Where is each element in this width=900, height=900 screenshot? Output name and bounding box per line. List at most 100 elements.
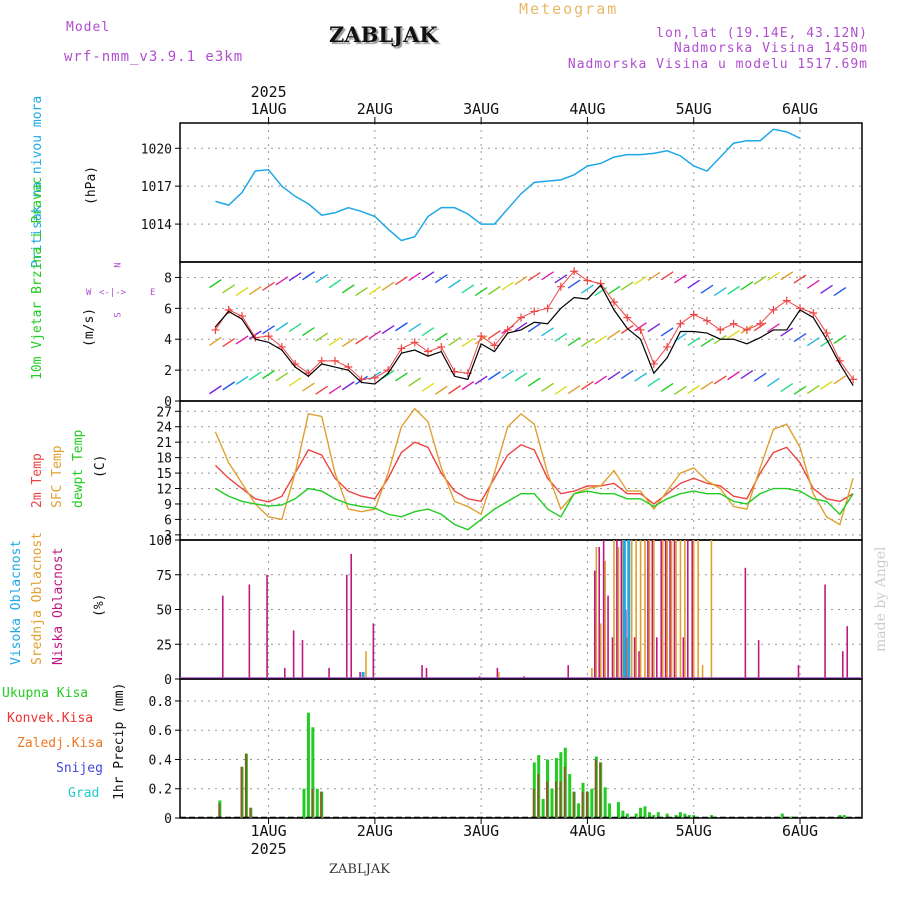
wind-barb-band-low-33: [647, 377, 661, 387]
footer-station: ZABLJAK: [329, 862, 390, 877]
precip-conv-bar-16: [563, 766, 566, 818]
wind-gust-marker-15: [410, 338, 419, 347]
ytick-label-2-3: 12: [156, 483, 172, 498]
wind-gust-marker-45: [809, 308, 818, 317]
precip-total-bar-45: [780, 813, 784, 818]
pressure-line: [215, 128, 801, 242]
wind-barb-band-top-42: [767, 271, 780, 281]
wind-barb-band-mid-11: [355, 335, 368, 345]
wind-barb-band-mid-1: [222, 337, 236, 348]
ytick-label-4-4: 0.8: [149, 695, 172, 710]
wind-speed-line: [214, 284, 854, 386]
temp-line-dewpt-temp: [215, 487, 854, 531]
model-name: wrf-nmm_v3.9.1 e3km: [64, 49, 244, 65]
wind-gust-marker-32: [636, 325, 645, 334]
precip-total-bar-42: [687, 815, 691, 818]
wind-barb-band-top-31: [620, 281, 634, 291]
ytick-label-3-4: 100: [149, 534, 172, 549]
precip-conv-bar-24: [599, 762, 602, 818]
wind-barb-band-top-10: [341, 284, 355, 294]
wind-barb-band-mid-28: [581, 337, 594, 348]
precip-total-bar-13: [550, 788, 554, 818]
wind-gust-marker-14: [397, 344, 406, 353]
wind-barb-band-low-24: [527, 377, 541, 387]
ytick-label-2-4: 15: [156, 467, 172, 482]
wind-barb-band-low-39: [727, 371, 740, 381]
wind-barb-band-top-8: [315, 273, 329, 284]
wind-barb-band-low-9: [328, 385, 342, 395]
wind-barb-band-top-9: [328, 279, 342, 289]
ytick-label-3-1: 25: [156, 638, 172, 653]
wind-barb-band-top-34: [660, 271, 674, 281]
wind-barb-band-mid-45: [806, 337, 820, 347]
bottom-day-label-5: 6AUG: [782, 822, 818, 840]
precip-total-bar-43: [692, 815, 696, 818]
wind-gust-marker-34: [663, 342, 672, 351]
wind-barb-band-top-26: [554, 274, 568, 284]
temp-line-2m-temp: [214, 441, 854, 505]
wind-barb-band-low-35: [674, 385, 687, 395]
wind-barb-band-low-10: [341, 381, 355, 391]
wind-gust-marker-42: [769, 305, 778, 314]
precip-snow-label: Snijeg: [56, 761, 103, 776]
wind-barb-band-top-19: [461, 284, 475, 294]
precip-total-bar-37: [656, 812, 660, 818]
wind-barb-band-top-22: [501, 281, 515, 291]
bottom-day-label-1: 2AUG: [357, 822, 393, 840]
wind-barb-band-low-4: [262, 369, 275, 380]
wind-barb-band-top-4: [262, 281, 275, 291]
ytick-label-2-2: 9: [164, 498, 172, 513]
wind-barb-band-low-2: [235, 375, 249, 386]
precip-conv-bar-9: [532, 788, 535, 818]
wind-barb-band-mid-30: [607, 329, 621, 340]
wind-barb-band-mid-39: [727, 329, 740, 339]
precip-total-label: Ukupna Kisa: [2, 686, 89, 701]
wind-gust-marker-25: [543, 304, 552, 313]
wind-barb-band-mid-31: [620, 324, 634, 334]
precip-total-bar-36: [652, 815, 656, 818]
precip-frozen-label: Zaledj.Kisa: [17, 736, 104, 751]
precip-conv-bar-23: [594, 759, 597, 818]
wind-barb-band-mid-23: [514, 322, 528, 332]
wind-barb-band-low-8: [315, 385, 329, 395]
wind-barb-band-low-1: [222, 381, 236, 391]
ytick-label-2-7: 24: [156, 421, 172, 436]
wind-barb-band-mid-37: [700, 337, 714, 348]
wind-gust-marker-38: [716, 325, 725, 334]
wind-barb-band-low-43: [780, 382, 794, 393]
wind-barb-band-low-41: [753, 372, 767, 382]
precip-total-bar-22: [590, 788, 594, 818]
precip-conv-bar-2: [244, 753, 247, 818]
wind-gust-marker-44: [796, 304, 804, 313]
wind-gust-marker-21: [490, 341, 499, 350]
temp-line-sfc-temp: [214, 407, 854, 526]
wind-barb-band-top-39: [727, 285, 740, 295]
precip-total-bar-46: [789, 816, 793, 818]
precip-total-bar-41: [683, 813, 687, 818]
precip-conv-bar-10: [537, 774, 540, 818]
wind-barb-band-mid-12: [368, 330, 382, 340]
ytick-label-1-4: 8: [164, 271, 172, 286]
wind-barb-band-mid-34: [660, 327, 674, 337]
wind-barb-band-low-28: [581, 380, 594, 391]
ytick-label-1-0: 0: [164, 395, 172, 410]
wind-barb-band-top-14: [395, 276, 408, 286]
precip-total-bar-40: [678, 812, 682, 818]
precip-total-bar-29: [621, 810, 625, 818]
wind-barb-band-mid-14: [395, 322, 408, 332]
compass-west: W: [86, 288, 92, 298]
ytick-label-2-6: 21: [156, 436, 172, 451]
wind-barb-band-top-33: [647, 271, 661, 282]
precip-total-bar-7: [315, 788, 319, 818]
wind-barb-band-low-20: [474, 375, 488, 385]
wind-gust-marker-17: [437, 342, 446, 351]
wind-gust-marker-16: [424, 347, 432, 356]
precip-conv-bar-21: [585, 791, 588, 818]
ytick-label-2-1: 6: [164, 513, 172, 528]
wind-gust-marker-4: [264, 332, 273, 341]
wind-gust-marker-31: [623, 313, 632, 322]
wind-barb-band-top-21: [488, 285, 501, 295]
ytick-label-0-1: 1017: [141, 180, 172, 195]
ytick-label-1-1: 2: [164, 364, 172, 379]
precip-hail-label: Grad: [68, 786, 100, 801]
